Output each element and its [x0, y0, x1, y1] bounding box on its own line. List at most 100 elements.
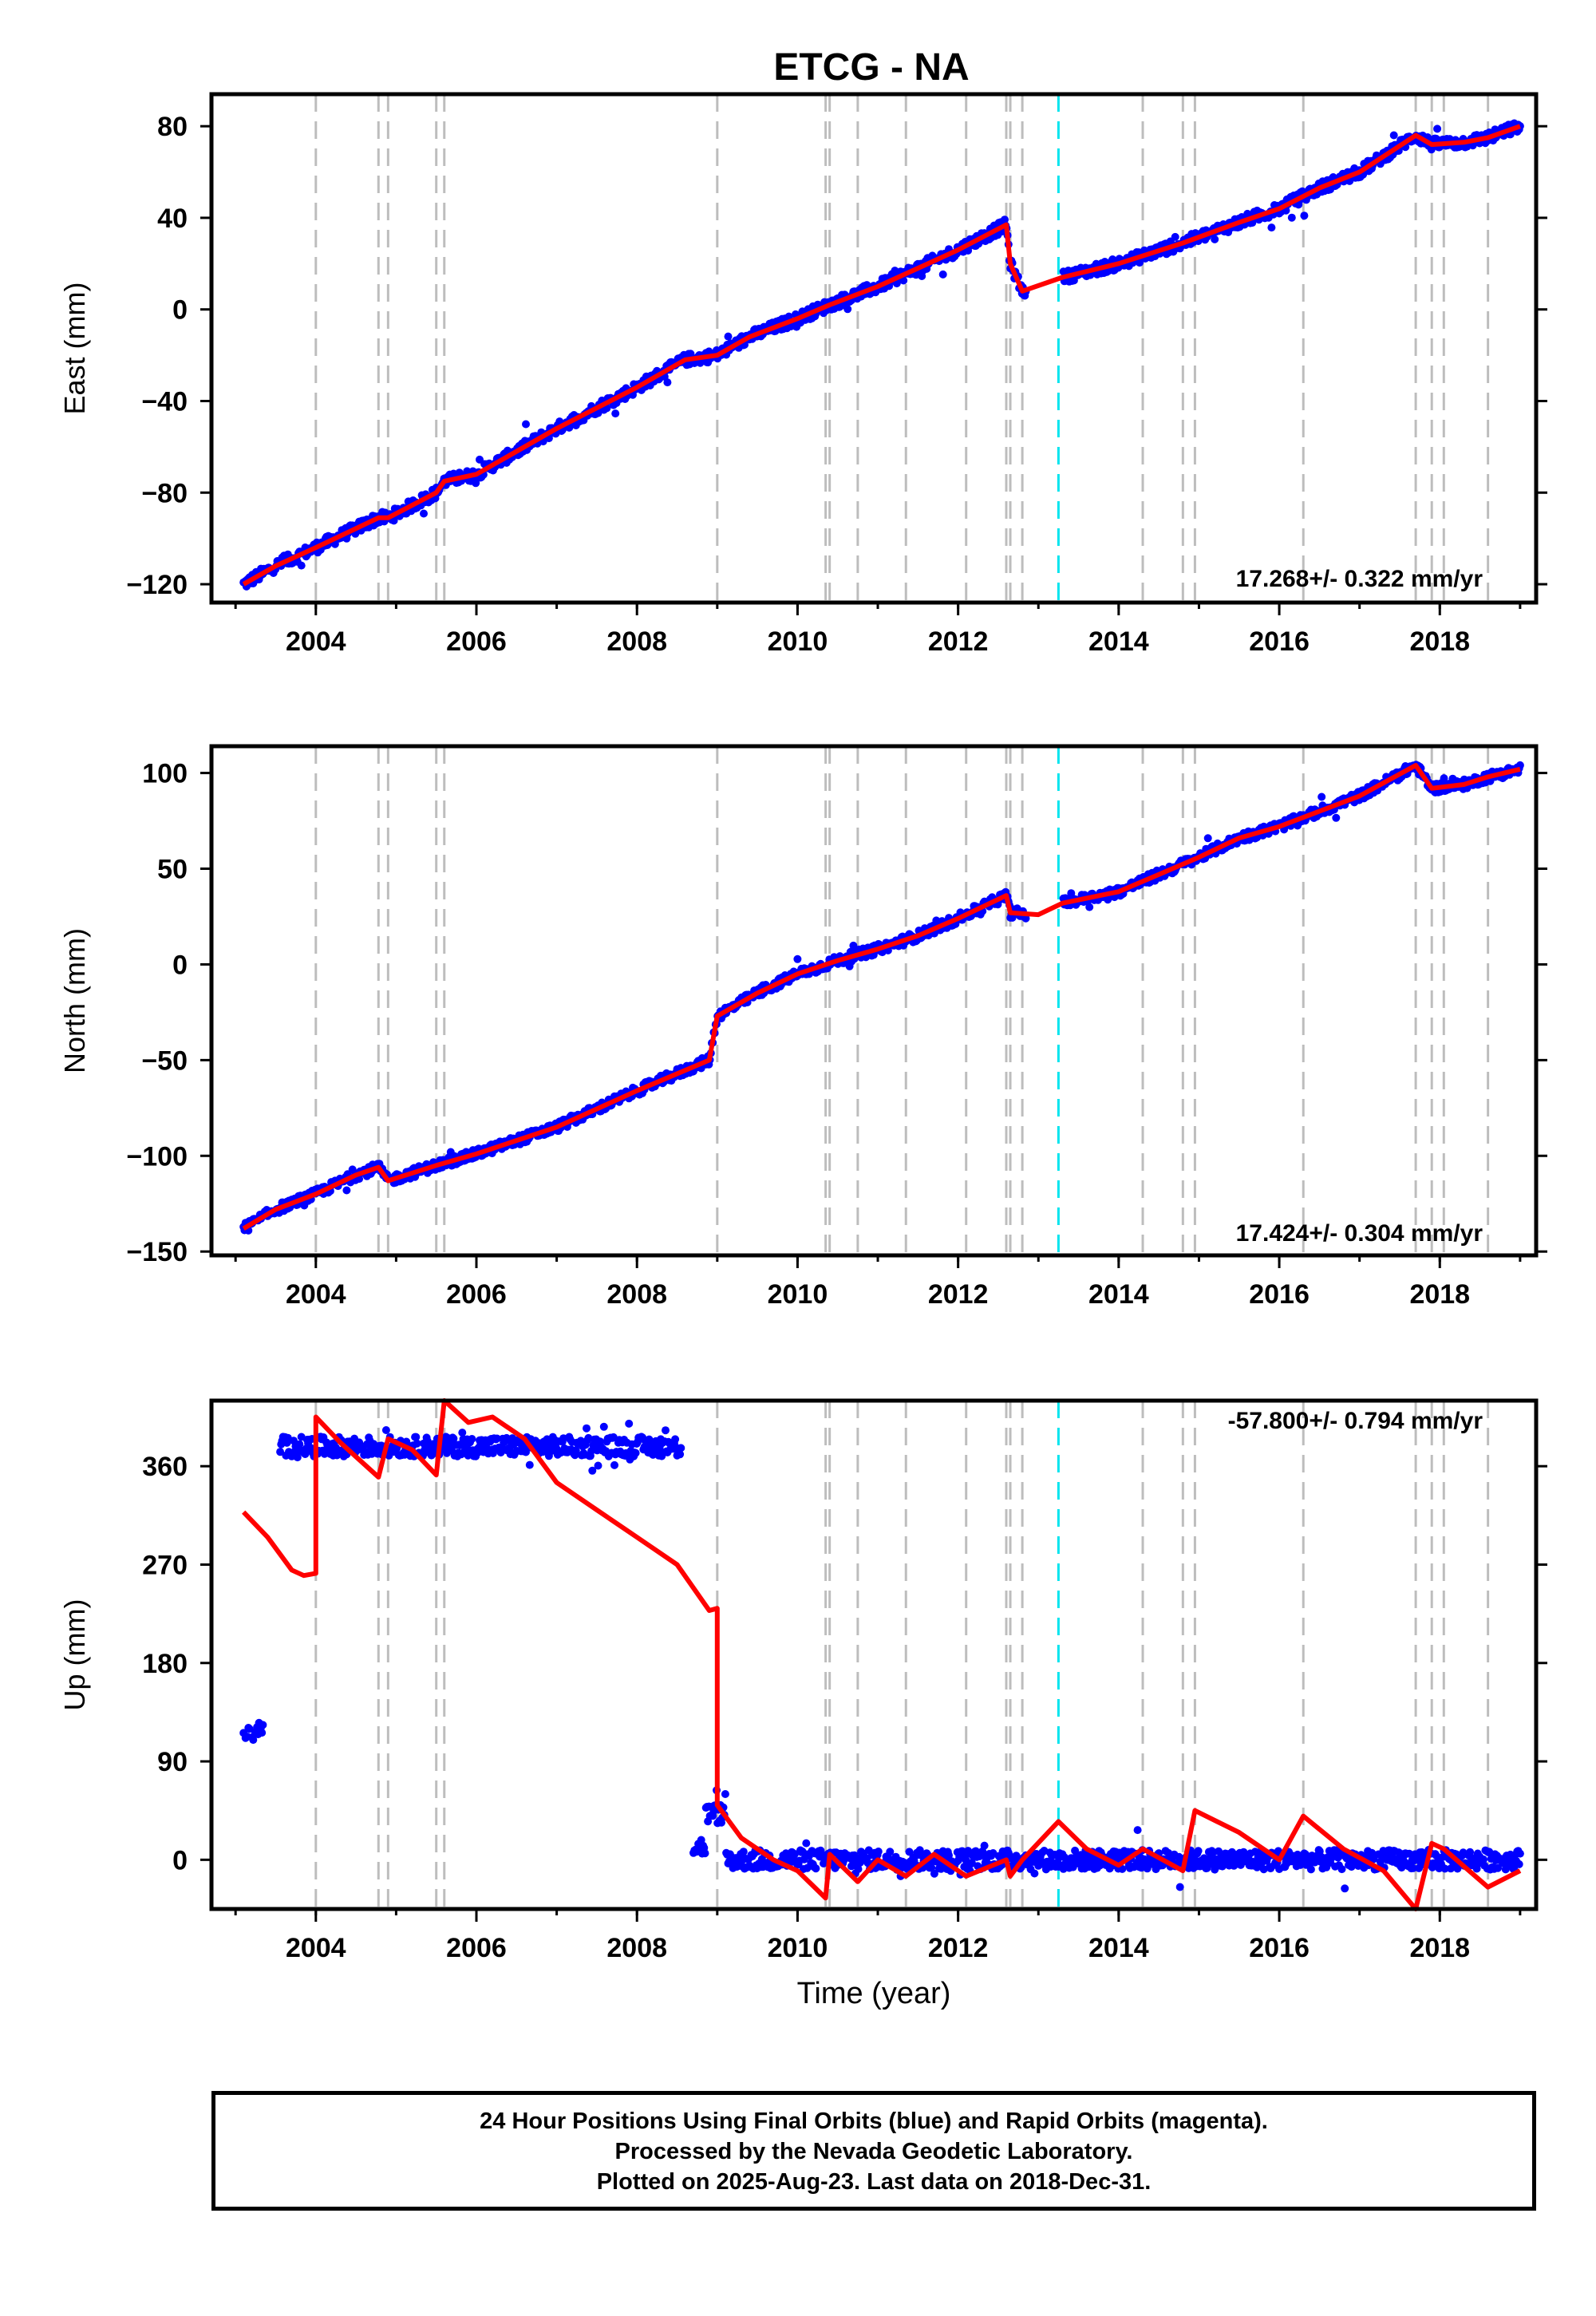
plot-frame — [209, 744, 1539, 1258]
data-point — [905, 1848, 914, 1856]
y-tick-label: −150 — [126, 1237, 188, 1267]
data-point — [293, 1453, 302, 1462]
chart-title: ETCG - NA — [773, 46, 969, 89]
data-point — [724, 332, 733, 341]
x-tick-label: 2018 — [1409, 626, 1470, 657]
data-point — [1405, 1849, 1413, 1858]
data-point — [625, 1419, 634, 1428]
data-point — [611, 409, 620, 418]
panel-3: 360 270 180 90 0 2004 2006 2008 2010 2012 2014 2016… — [58, 1398, 1547, 2010]
x-tick-label: 2012 — [928, 1933, 989, 1963]
data-point — [258, 1729, 267, 1737]
data-point — [1211, 235, 1219, 243]
data-point — [420, 509, 428, 518]
data-point — [793, 954, 802, 963]
x-tick-label: 2008 — [606, 1933, 667, 1963]
y-tick-label: −40 — [141, 386, 188, 417]
data-point — [522, 420, 530, 429]
data-point — [1397, 1863, 1406, 1872]
data-point — [1175, 1883, 1184, 1891]
data-point — [412, 1433, 421, 1441]
data-point — [930, 1869, 938, 1878]
y-tick-label: −80 — [141, 478, 188, 508]
y-tick-label: 100 — [142, 759, 188, 789]
data-point — [631, 1448, 640, 1457]
panels: 80 40 0 −40 −80 −120 2004 2006 2008 2010 2012 2014 2… — [58, 92, 1547, 2010]
data-point — [522, 1448, 530, 1456]
x-tick-label: 2018 — [1409, 1933, 1470, 1963]
rate-label: 17.268+/- 0.322 mm/yr — [1236, 566, 1483, 592]
data-point — [1194, 1847, 1203, 1856]
data-point — [1479, 1855, 1487, 1863]
data-point — [1440, 1864, 1449, 1873]
data-point — [886, 1848, 895, 1856]
x-tick-label: 2004 — [286, 1933, 346, 1963]
data-point — [967, 1859, 976, 1867]
plot-frame — [209, 1398, 1539, 1911]
data-point — [610, 1460, 618, 1469]
panel-1: 80 40 0 −40 −80 −120 2004 2006 2008 2010 2012 2014 2… — [58, 92, 1547, 657]
x-axis-label: Time (year) — [797, 1977, 951, 2010]
data-point — [1085, 903, 1094, 911]
x-tick-label: 2014 — [1088, 1933, 1149, 1963]
y-tick-label: −100 — [126, 1141, 188, 1172]
data-point — [259, 1721, 267, 1729]
data-point — [1287, 213, 1296, 222]
y-tick-label: 0 — [172, 1845, 188, 1875]
x-tick-label: 2018 — [1409, 1279, 1470, 1310]
x-tick-label: 2016 — [1249, 1279, 1310, 1310]
data-point — [1515, 1849, 1524, 1858]
data-point — [1071, 1846, 1080, 1855]
x-tick-label: 2006 — [446, 1933, 507, 1963]
data-point — [1136, 259, 1144, 267]
data-point — [1171, 232, 1179, 241]
model-line — [242, 124, 1521, 587]
data-point — [295, 1440, 304, 1448]
data-point — [1133, 1826, 1142, 1835]
x-tick-label: 2006 — [446, 626, 507, 657]
data-point — [1306, 1865, 1315, 1874]
data-point — [663, 378, 672, 387]
data-point — [389, 516, 398, 525]
y-tick-label: 50 — [157, 855, 188, 885]
rate-label: -57.800+/- 0.794 mm/yr — [1228, 1408, 1483, 1434]
data-point — [843, 305, 852, 314]
data-point — [1466, 1848, 1475, 1856]
y-axis-label: Up (mm) — [58, 1599, 91, 1711]
x-tick-label: 2012 — [928, 1279, 989, 1310]
data-point — [677, 1444, 685, 1452]
footer-line-3: Plotted on 2025-Aug-23. Last data on 201… — [596, 2169, 1152, 2195]
y-axis-label: East (mm) — [58, 283, 91, 415]
data-point — [276, 1448, 285, 1456]
data-point — [676, 1450, 685, 1459]
data-point — [472, 479, 480, 488]
plot-frame — [209, 92, 1539, 605]
data-point — [583, 1424, 591, 1433]
panel-2: 100 50 0 −50 −100 −150 2004 2006 2008 2010 2012 201… — [58, 744, 1547, 1310]
data-point — [599, 1422, 608, 1431]
x-tick-label: 2004 — [286, 1279, 346, 1310]
data-point — [458, 1429, 467, 1437]
data-point — [812, 1864, 820, 1873]
x-tick-label: 2016 — [1249, 626, 1310, 657]
data-point — [468, 1435, 476, 1443]
x-tick-label: 2012 — [928, 626, 989, 657]
data-point — [938, 270, 947, 279]
y-tick-label: 270 — [142, 1550, 188, 1580]
model-line — [242, 763, 1521, 1231]
x-tick-label: 2008 — [606, 1279, 667, 1310]
data-point — [525, 1460, 534, 1469]
x-tick-label: 2010 — [768, 1279, 828, 1310]
x-tick-label: 2006 — [446, 1279, 507, 1310]
data-point — [449, 1434, 458, 1443]
data-point — [1408, 1863, 1417, 1872]
model-line — [242, 1398, 1522, 1911]
y-tick-label: 360 — [142, 1452, 188, 1482]
data-point — [1468, 141, 1477, 150]
data-point — [571, 1446, 580, 1455]
data-point — [1494, 1863, 1503, 1872]
data-point — [980, 1841, 989, 1850]
data-point — [790, 1850, 799, 1859]
data-point — [1337, 1865, 1346, 1874]
data-point — [1030, 1869, 1039, 1878]
